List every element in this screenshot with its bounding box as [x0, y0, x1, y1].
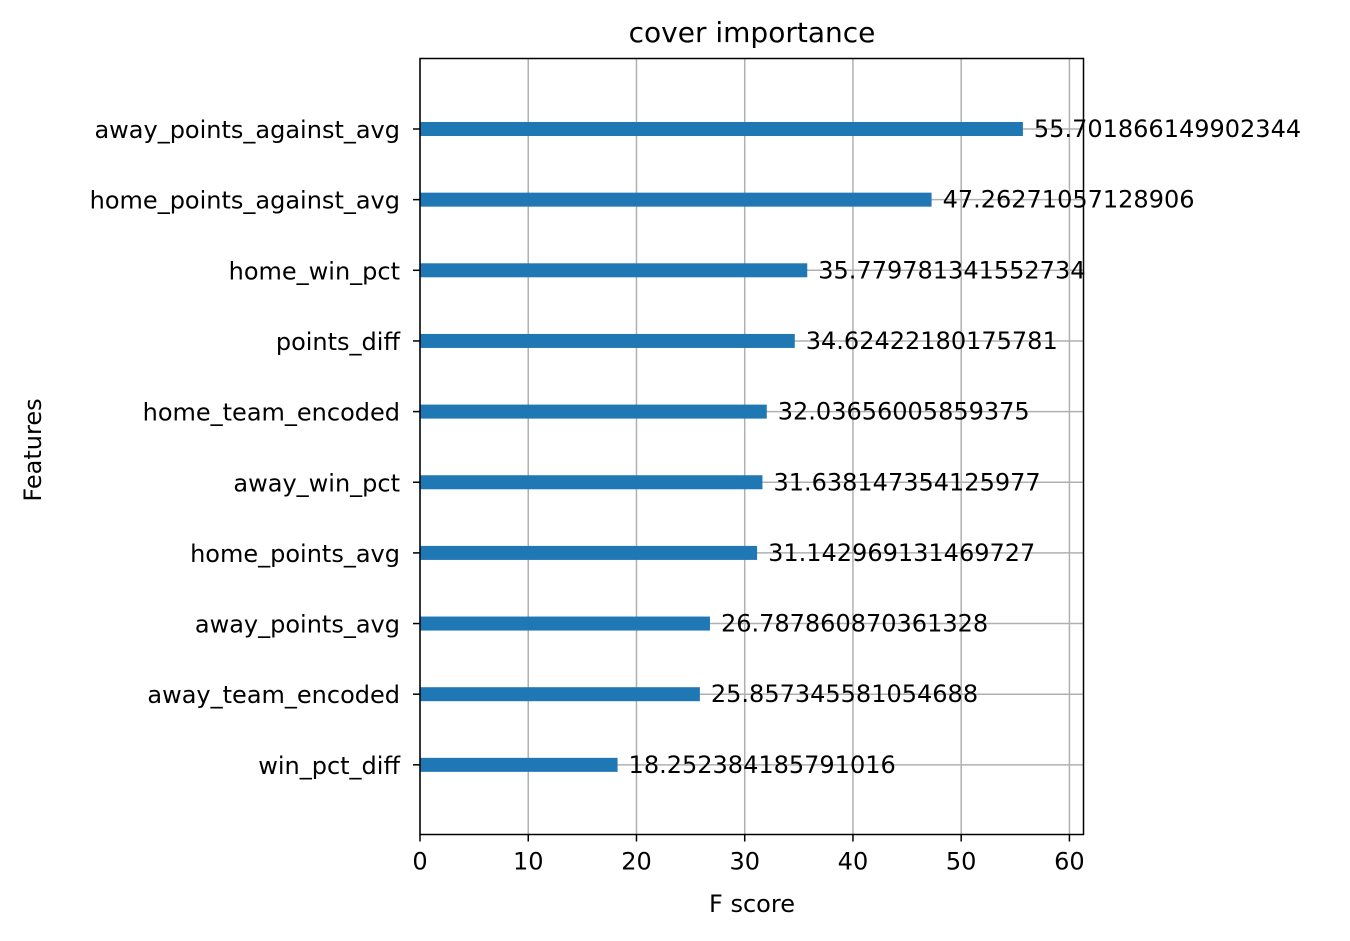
y-tick-label: away_points_avg: [195, 611, 400, 639]
y-tick-label: home_team_encoded: [143, 399, 400, 427]
x-tick-label: 60: [1054, 848, 1085, 876]
x-axis-label: F score: [709, 890, 795, 918]
bar-value-label: 47.26271057128906: [943, 186, 1195, 214]
bar: [420, 757, 618, 772]
bar: [420, 192, 932, 207]
bar: [420, 616, 710, 631]
bar: [420, 475, 763, 490]
value-label-layer: 55.701866149902344 47.26271057128906 35.77…: [629, 115, 1302, 779]
x-tick-label: 10: [513, 848, 544, 876]
bar-value-label: 34.62422180175781: [806, 327, 1058, 355]
x-tick-label: 50: [946, 848, 977, 876]
y-tick-label: away_win_pct: [233, 469, 400, 497]
bar-value-label: 25.857345581054688: [711, 680, 978, 708]
bar: [420, 263, 808, 278]
bar-value-label: 55.701866149902344: [1034, 115, 1301, 143]
grid-layer: [419, 58, 1084, 835]
y-tick-label: win_pct_diff: [258, 752, 400, 780]
bar: [420, 687, 700, 702]
chart-title: cover importance: [629, 16, 876, 49]
bar-value-label: 31.638147354125977: [773, 468, 1040, 496]
y-tick-label: away_team_encoded: [147, 681, 400, 709]
y-axis: away_points_against_avg home_points_again…: [90, 116, 420, 780]
bar: [420, 122, 1023, 136]
bar-layer: [420, 122, 1023, 772]
bar-value-label: 18.252384185791016: [629, 751, 896, 779]
x-tick-label: 30: [729, 848, 760, 876]
bar-value-label: 31.142969131469727: [768, 539, 1035, 567]
bar-value-label: 26.787860870361328: [721, 610, 988, 638]
bar: [420, 404, 767, 419]
x-axis: 0 10 20 30 40 50 60: [412, 834, 1085, 876]
bar: [420, 545, 758, 560]
y-axis-label: Features: [19, 398, 47, 501]
y-tick-label: home_win_pct: [229, 257, 400, 285]
x-tick-label: 0: [412, 848, 427, 876]
plot-frame: [419, 57, 1085, 836]
x-tick-label: 40: [838, 848, 869, 876]
y-tick-label: home_points_avg: [190, 540, 400, 568]
x-tick-label: 20: [621, 848, 652, 876]
y-tick-label: points_diff: [276, 328, 401, 356]
bar-value-label: 35.779781341552734: [818, 256, 1085, 284]
y-tick-label: home_points_against_avg: [90, 187, 400, 215]
bar-value-label: 32.03656005859375: [778, 398, 1030, 426]
bar: [420, 333, 795, 348]
y-tick-label: away_points_against_avg: [94, 116, 400, 144]
